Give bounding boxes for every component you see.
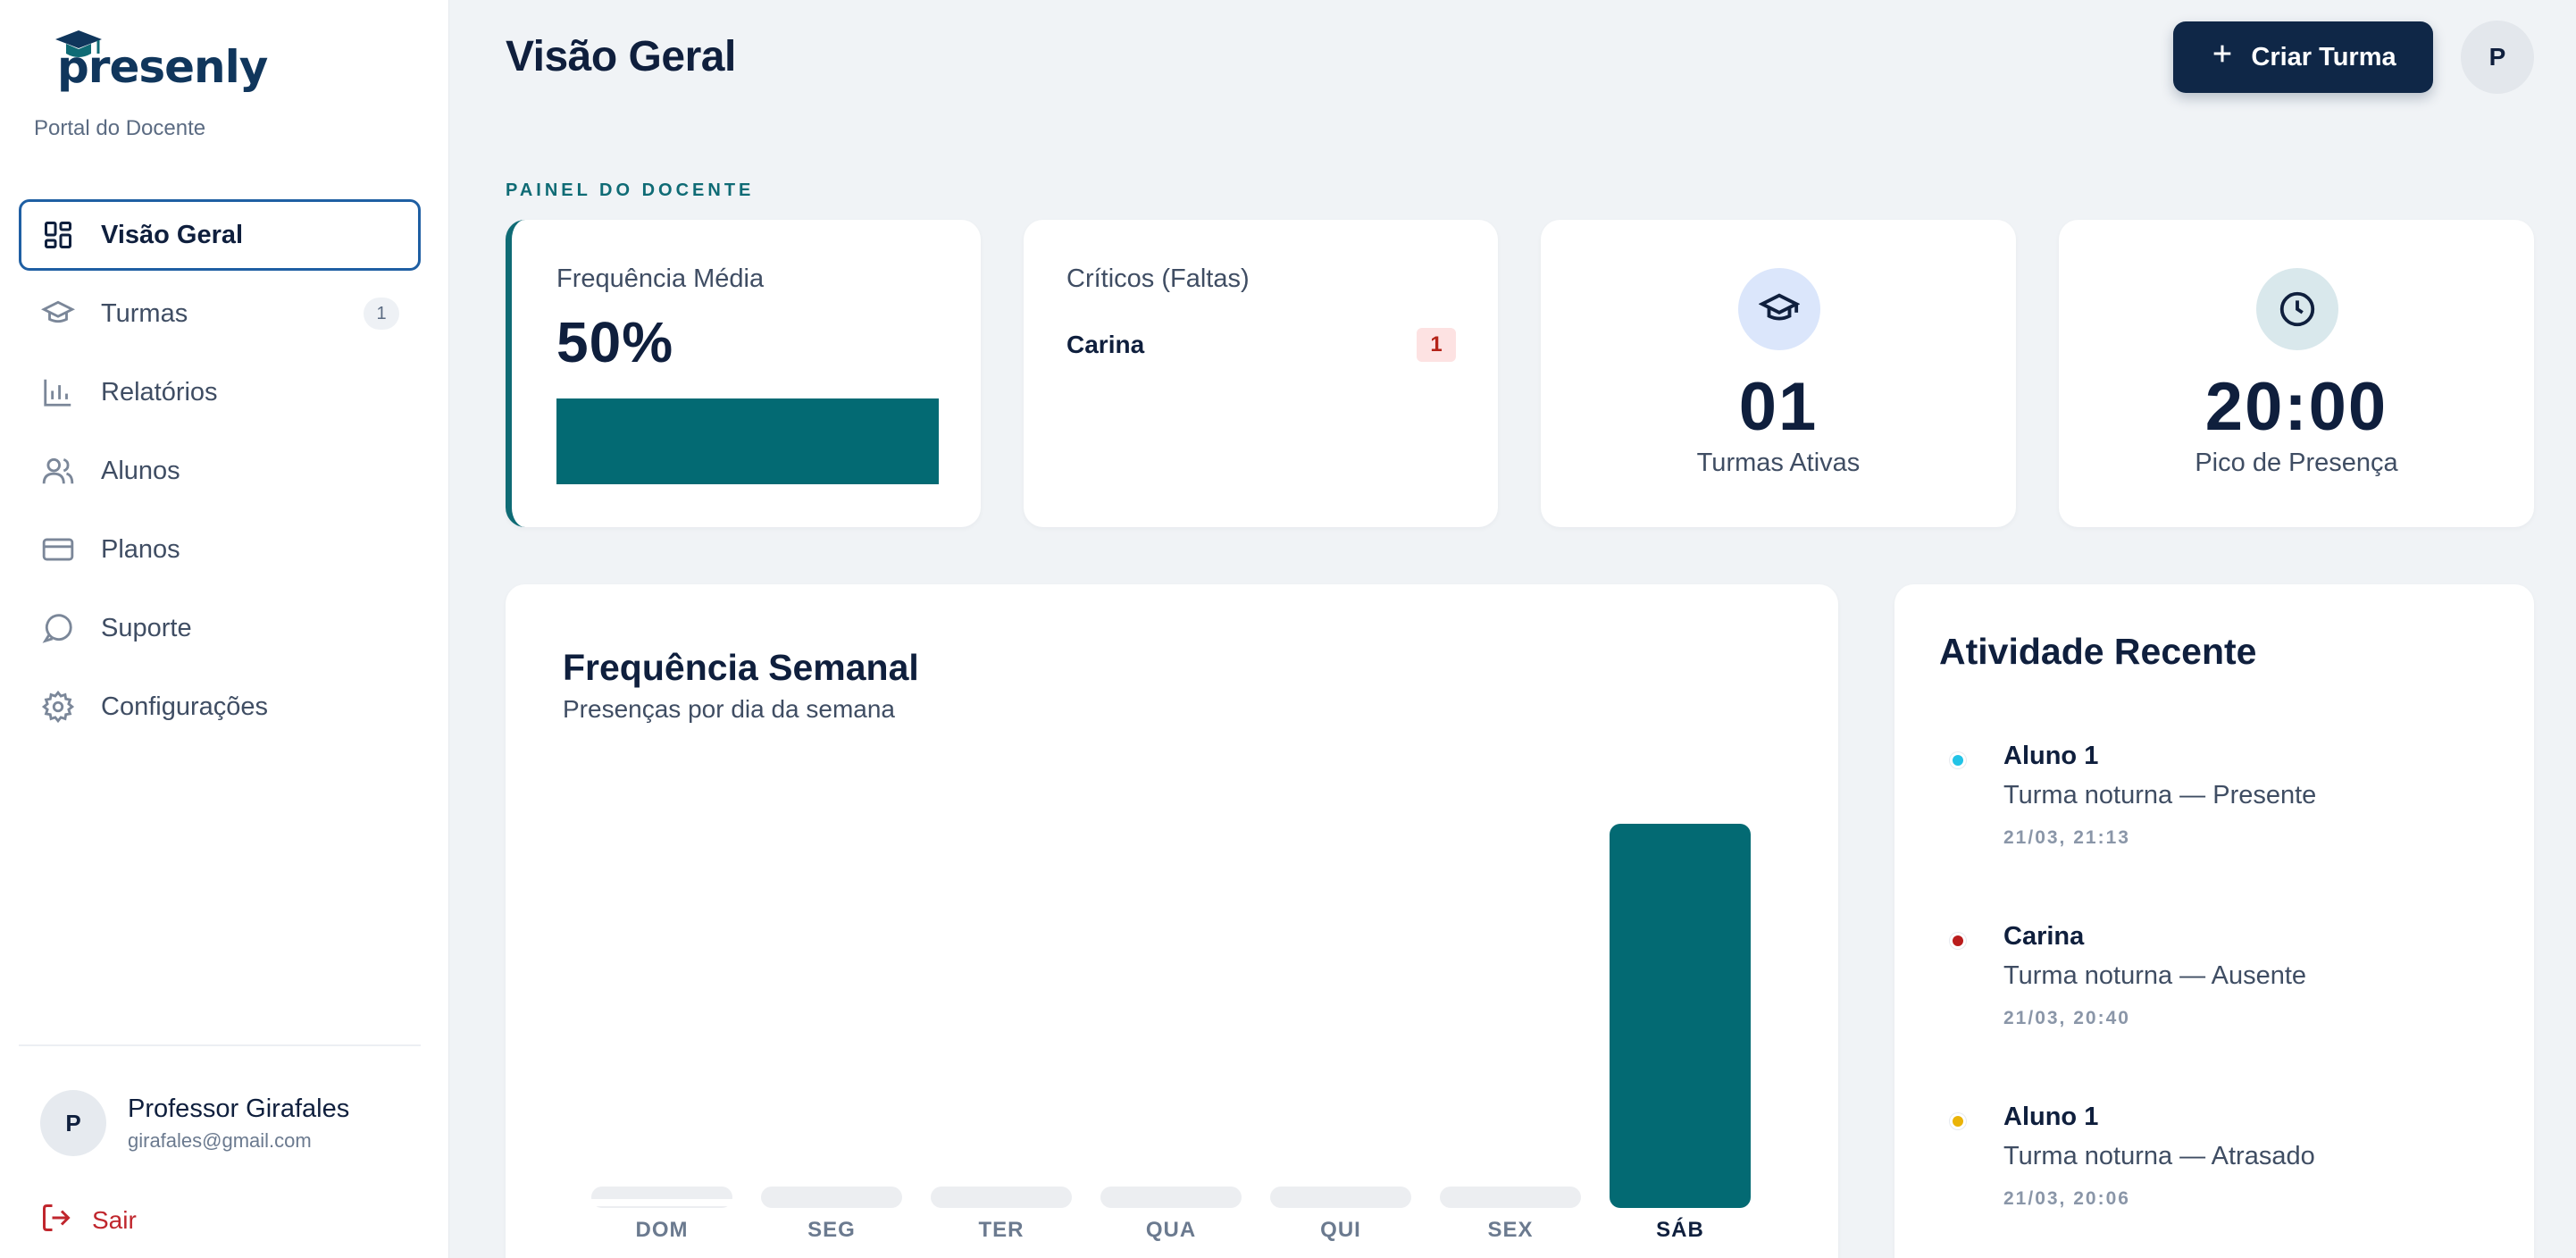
peak-attendance-card: 20:00 Pico de Presença <box>2059 220 2534 527</box>
bar-qui[interactable] <box>1270 1187 1411 1208</box>
user-email: girafales@gmail.com <box>128 1128 312 1152</box>
users-icon <box>40 453 76 489</box>
activity-student-name: Aluno 1 <box>2003 742 2099 770</box>
sidebar-item-visao-geral[interactable]: Visão Geral <box>19 199 421 271</box>
sidebar-item-alunos[interactable]: Alunos <box>19 435 421 507</box>
sidebar-item-label: Visão Geral <box>101 220 244 249</box>
clock-icon <box>2256 268 2338 350</box>
sidebar-item-configuracoes[interactable]: Configurações <box>19 671 421 742</box>
status-dot <box>1950 933 1966 949</box>
active-classes-card: 01 Turmas Ativas <box>1541 220 2016 527</box>
chart-subtitle: Presenças por dia da semana <box>563 695 895 723</box>
sidebar-item-relatorios[interactable]: Relatórios <box>19 356 421 428</box>
logout-icon <box>40 1202 72 1238</box>
critical-count-badge: 1 <box>1417 328 1456 362</box>
activity-student-name: Carina <box>2003 922 2085 951</box>
bar-qua[interactable] <box>1100 1187 1242 1208</box>
status-dot <box>1950 1113 1966 1129</box>
average-frequency-card: Frequência Média 50% <box>506 220 981 527</box>
gear-icon <box>40 689 76 725</box>
average-frequency-value: 50% <box>556 310 674 374</box>
tick-label-seg: SEG <box>807 1218 856 1242</box>
bar-chart-icon <box>40 374 76 410</box>
chart-title: Frequência Semanal <box>563 647 919 688</box>
graduation-cap-icon <box>40 296 76 331</box>
header-avatar[interactable]: P <box>2461 21 2534 94</box>
activity-student-name: Aluno 1 <box>2003 1103 2099 1131</box>
portal-subtitle: Portal do Docente <box>34 116 206 140</box>
average-frequency-bar <box>556 398 939 484</box>
dashboard-grid-icon <box>40 217 76 253</box>
user-profile[interactable]: P Professor Girafales girafales@gmail.co… <box>40 1090 349 1156</box>
sidebar-item-label: Alunos <box>101 456 180 485</box>
sidebar-item-label: Planos <box>101 534 180 564</box>
activity-title: Atividade Recente <box>1939 631 2257 672</box>
tick-label-dom: DOM <box>636 1218 689 1242</box>
recent-activity-card: Atividade Recente Aluno 1 Turma noturna … <box>1894 584 2534 1258</box>
create-class-label: Criar Turma <box>2251 42 2396 71</box>
sidebar-divider <box>19 1044 421 1046</box>
peak-attendance-value: 20:00 <box>2204 369 2388 445</box>
plus-icon <box>2210 41 2235 73</box>
sidebar-item-label: Turmas <box>101 298 188 328</box>
weekly-frequency-chart: DOM SEG TER QUA QUI SEX SÁB <box>506 824 1838 1242</box>
sidebar-item-suporte[interactable]: Suporte <box>19 592 421 664</box>
avatar: P <box>40 1090 106 1156</box>
message-circle-icon <box>40 610 76 646</box>
sidebar-item-turmas[interactable]: Turmas 1 <box>19 278 421 349</box>
active-classes-label: Turmas Ativas <box>1696 449 1861 477</box>
activity-timestamp: 21/03, 20:40 <box>2003 1008 2130 1028</box>
critical-title: Críticos (Faltas) <box>1066 264 1250 293</box>
active-classes-value: 01 <box>1738 369 1819 445</box>
bar-sex[interactable] <box>1440 1187 1581 1208</box>
weekly-frequency-card: Frequência Semanal Presenças por dia da … <box>506 584 1838 1258</box>
activity-timestamp: 21/03, 21:13 <box>2003 827 2130 848</box>
bar-seg[interactable] <box>761 1187 902 1208</box>
tick-label-sáb: SÁB <box>1656 1217 1704 1242</box>
critical-absences-card: Críticos (Faltas) Carina 1 <box>1024 220 1498 527</box>
activity-description: Turma noturna — Atrasado <box>2003 1142 2315 1170</box>
sidebar-item-planos[interactable]: Planos <box>19 514 421 585</box>
average-frequency-title: Frequência Média <box>556 264 765 293</box>
status-dot <box>1950 752 1966 768</box>
activity-description: Turma noturna — Presente <box>2003 781 2317 809</box>
tick-label-ter: TER <box>979 1218 1025 1242</box>
activity-description: Turma noturna — Ausente <box>2003 961 2307 990</box>
sidebar-item-label: Suporte <box>101 613 192 642</box>
create-class-button[interactable]: Criar Turma <box>2173 21 2433 93</box>
critical-row[interactable]: Carina 1 <box>1066 327 1456 363</box>
tick-label-sex: SEX <box>1487 1218 1533 1242</box>
logout-label: Sair <box>92 1205 137 1234</box>
page-title: Visão Geral <box>506 33 736 80</box>
peak-attendance-label: Pico de Presença <box>2195 449 2398 477</box>
bar-sáb[interactable] <box>1610 824 1751 1208</box>
graduation-cap-icon <box>1738 268 1820 350</box>
tick-label-qui: QUI <box>1320 1218 1361 1242</box>
section-label: PAINEL DO DOCENTE <box>506 180 755 200</box>
credit-card-icon <box>40 532 76 567</box>
critical-student-name: Carina <box>1066 331 1145 358</box>
turmas-count-badge: 1 <box>364 298 399 330</box>
presenly-logo[interactable]: presenly <box>52 30 268 93</box>
user-name: Professor Girafales <box>128 1094 350 1123</box>
graduation-cap-logo-icon <box>55 30 102 57</box>
sidebar-nav: Visão Geral Turmas 1 Relatórios Alunos <box>19 199 421 750</box>
average-frequency-bar-fill <box>556 398 939 484</box>
bar-ter[interactable] <box>931 1187 1072 1208</box>
sidebar-item-label: Configurações <box>101 692 268 721</box>
logo-text: presenly <box>57 41 268 93</box>
logout-button[interactable]: Sair <box>40 1202 137 1238</box>
activity-timestamp: 21/03, 20:06 <box>2003 1188 2130 1209</box>
sidebar-item-label: Relatórios <box>101 377 218 407</box>
sidebar: presenly Portal do Docente Visão Geral T… <box>0 0 449 1258</box>
tick-label-qua: QUA <box>1146 1218 1196 1242</box>
